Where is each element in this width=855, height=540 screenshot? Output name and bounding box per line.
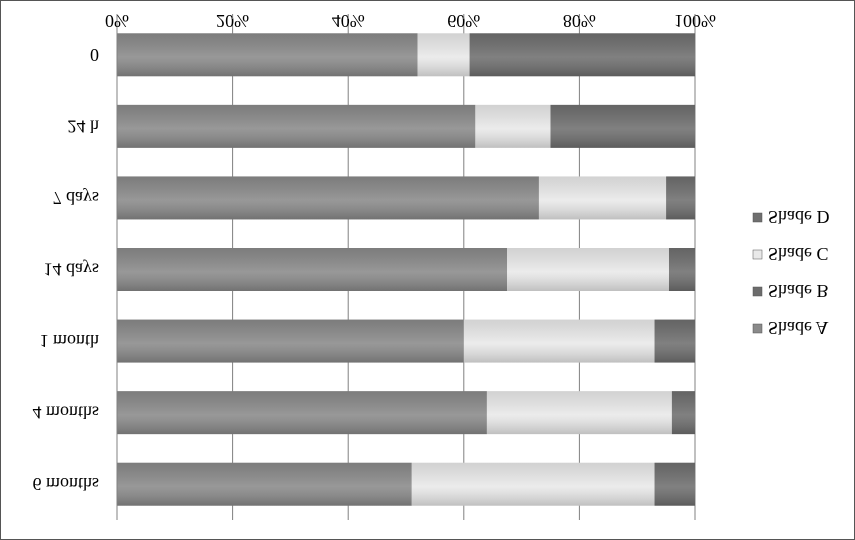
bar-shading <box>486 391 672 435</box>
legend-label-shade-a: Shade A <box>768 318 829 338</box>
x-tick-label: 0% <box>105 11 129 31</box>
bar-shading <box>411 462 655 506</box>
bar-shading <box>654 462 695 506</box>
bar-shading <box>538 176 667 220</box>
bar-shading <box>117 319 464 363</box>
legend-label-shade-b: Shade B <box>768 281 829 301</box>
x-tick-label: 40% <box>332 11 365 31</box>
bar-shading <box>117 248 508 291</box>
bar-shading <box>117 462 412 506</box>
category-label-0: 0 <box>90 45 99 65</box>
legend-swatch-shade-c <box>752 249 763 260</box>
legend-label-shade-c: Shade C <box>768 244 829 264</box>
category-label-1-month: 1 month <box>39 331 99 351</box>
bar-shading <box>507 248 669 291</box>
legend: Shade D Shade C Shade B Shade A <box>752 207 830 338</box>
category-label-24-h: 24 h <box>68 116 100 136</box>
legend-label-shade-d: Shade D <box>768 207 830 227</box>
bar-shading <box>668 248 695 291</box>
bar-shading <box>475 104 551 148</box>
x-tick-label: 100% <box>674 11 716 31</box>
legend-swatch-shade-d <box>752 212 763 223</box>
bar-shading <box>463 319 655 363</box>
x-tick-label: 20% <box>216 11 249 31</box>
bar-shading <box>417 33 470 77</box>
bar-shading <box>117 33 418 77</box>
x-tick-label: 60% <box>447 11 480 31</box>
bar-shading <box>654 319 695 363</box>
bar-shading <box>117 104 476 148</box>
x-tick-label: 80% <box>563 11 596 31</box>
bar-shading <box>671 391 695 435</box>
legend-swatch-shade-a <box>752 323 763 334</box>
bar-shading <box>117 391 487 435</box>
category-label-4-months: 4 months <box>32 403 99 423</box>
bar-shading <box>117 176 539 220</box>
category-label-14-days: 14 days <box>44 260 100 280</box>
bar-shading <box>550 104 695 148</box>
axes: 0 24 h 7 days 14 days 1 month 4 months 6 month… <box>32 11 716 520</box>
legend-swatch-shade-b <box>752 286 763 297</box>
bar-shading <box>666 176 695 220</box>
category-label-6-months: 6 months <box>32 474 99 494</box>
bar-shading <box>469 33 695 77</box>
category-label-7-days: 7 days <box>53 188 100 208</box>
bars <box>117 33 695 506</box>
